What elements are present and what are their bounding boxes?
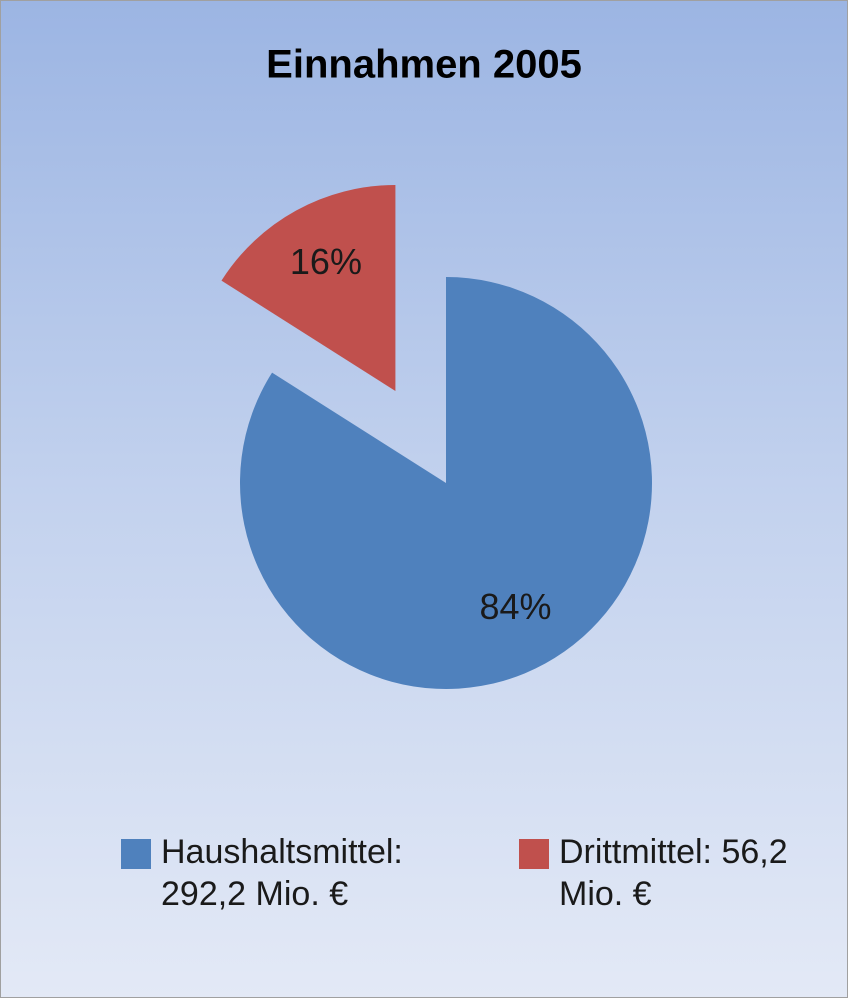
pie-slice [221, 184, 396, 391]
chart-title: Einnahmen 2005 [266, 43, 582, 87]
legend-label: Haushaltsmittel: 292,2 Mio. € [161, 833, 403, 913]
data-label: 16% [290, 241, 362, 282]
legend-swatch [519, 839, 549, 869]
pie-slice [239, 277, 652, 689]
legend-label: Drittmittel: 56,2 Mio. € [559, 833, 788, 913]
data-label: 84% [479, 586, 551, 627]
legend-swatch [121, 839, 151, 869]
